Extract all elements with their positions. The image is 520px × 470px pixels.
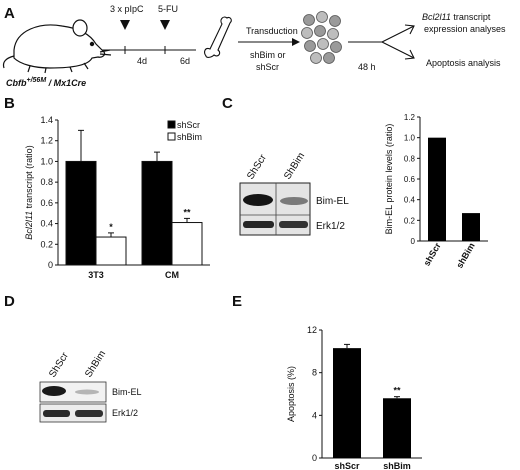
panel-letter-a: A <box>4 5 15 22</box>
chart-b-ytick-label: 0 <box>48 260 53 270</box>
interval-6d: 6d <box>180 56 190 66</box>
time-48h-label: 48 h <box>358 62 376 72</box>
chart-c-bar-shbim <box>462 213 480 241</box>
transduction-shscr-label: shScr <box>256 62 279 72</box>
chart-b-legend-shscr: shScr <box>177 120 200 130</box>
interval-4d: 4d <box>137 56 147 66</box>
blot-c-lane-1: ShScr <box>245 152 269 181</box>
chart-e-bar-shbim <box>383 398 411 458</box>
chart-e-category-label: shScr <box>334 461 360 470</box>
chart-c-category-label: shBim <box>454 241 476 270</box>
chart-e-ytick-label: 4 <box>312 410 317 420</box>
chart-b-bar-shbim-3t3 <box>95 236 127 266</box>
chart-c-ytick-label: 0.4 <box>404 196 416 205</box>
blot-d-label-erk: Erk1/2 <box>112 408 138 418</box>
output-apoptosis-label: Apoptosis analysis <box>426 58 501 68</box>
transduction-shbim-label: shBim or <box>250 50 286 60</box>
chart-b-ytick-label: 0.6 <box>40 198 53 208</box>
blot-c-band-erk-shscr <box>243 221 274 228</box>
chart-b-ytick-label: 0.8 <box>40 177 53 187</box>
chart-b-ytick-label: 0.2 <box>40 239 53 249</box>
transduction-label: Transduction <box>246 26 298 36</box>
chart-b-legend-swatch-shbim <box>167 132 176 141</box>
chart-b-legend-swatch-shscr <box>167 120 176 129</box>
step-pipc-label: 3 x pIpC <box>110 4 144 14</box>
chart-b-ytick-label: 1.0 <box>40 156 53 166</box>
chart-b-bar-shscr-cm <box>141 160 173 266</box>
chart-e-bar-shscr <box>333 348 361 458</box>
chart-c-ytick-label: 0.6 <box>404 175 416 184</box>
chart-c-ylabel: Bim-EL protein levels (ratio) <box>384 124 394 235</box>
branch-upper-head <box>404 24 415 35</box>
branch-upper <box>381 25 415 43</box>
transduction-arrowhead <box>292 38 300 46</box>
cells-cluster <box>301 11 342 64</box>
blot-d-lane-2: ShBim <box>83 349 108 380</box>
blot-c-band-bimel-shscr <box>243 194 273 206</box>
blot-d-band-erk-shbim <box>75 410 103 417</box>
chart-b-significance: ** <box>183 207 191 217</box>
chart-b-ytick-label: 1.2 <box>40 136 53 146</box>
blot-c-band-erk-shbim <box>279 221 308 228</box>
chart-b-legend-shbim: shBim <box>177 132 202 142</box>
panel-letter-e: E <box>232 293 242 310</box>
chart-b-bar-shscr-3t3 <box>65 160 97 266</box>
blot-c-lane-2: ShBim <box>282 151 307 182</box>
branch-lower-head <box>404 49 415 60</box>
chart-e-ytick-label: 12 <box>307 325 317 335</box>
panel-letter-c: C <box>222 95 233 112</box>
output-transcript-label: Bcl2l11 transcript <box>422 12 491 22</box>
blot-d-band-bimel-shbim <box>75 389 99 395</box>
chart-c-ytick-label: 1.0 <box>404 134 416 143</box>
branch-lower <box>381 41 415 59</box>
blot-d-band-erk-shscr <box>43 410 70 417</box>
chart-b-category-label: CM <box>165 270 179 280</box>
chart-b-ytick-label: 1.4 <box>40 115 53 125</box>
blot-d <box>39 381 107 423</box>
chart-b-bar-shbim-cm <box>171 222 203 266</box>
chart-c: 0 0.2 0.4 0.6 0.8 1.0 1.2 Bim-EL protein levels… <box>384 113 488 270</box>
chart-b-significance: * <box>109 222 113 232</box>
chart-e-ytick-label: 8 <box>312 368 317 378</box>
chart-e-ylabel: Apoptosis (%) <box>286 366 296 422</box>
mouse-label: Cbfb+/56M / Mx1Cre <box>6 77 86 88</box>
panel-letter-d: D <box>4 293 15 310</box>
chart-e-significance: ** <box>393 386 401 396</box>
pipc-arrowhead <box>120 20 130 30</box>
chart-c-bar-shscr <box>428 137 446 241</box>
chart-c-ytick-label: 0.2 <box>404 216 416 225</box>
chart-e: 0 4 8 12 Apoptosis (%) shScr ** shBim <box>286 325 422 470</box>
chart-c-category-label: shScr <box>422 241 443 268</box>
chart-e-ytick-label: 0 <box>312 453 317 463</box>
blot-c-label-erk: Erk1/2 <box>316 221 345 232</box>
blot-c <box>239 182 311 236</box>
blot-d-lane-1: ShScr <box>47 350 71 379</box>
blot-d-label-bimel: Bim-EL <box>112 387 142 397</box>
chart-b: 0 0.2 0.4 0.6 0.8 1.0 1.2 1.4 Bcl2l11 transcript… <box>24 115 210 280</box>
chart-c-ytick-label: 0.8 <box>404 154 416 163</box>
chart-b-ytick-label: 0.4 <box>40 219 53 229</box>
blot-c-label-bimel: Bim-EL <box>316 196 349 207</box>
blot-c-band-bimel-shbim <box>280 197 308 205</box>
output-expression-label: expression analyses <box>424 24 506 34</box>
bone-icon <box>204 16 232 58</box>
chart-b-ylabel: Bcl2l11 transcript (ratio) <box>24 145 34 239</box>
panel-letter-b: B <box>4 95 15 112</box>
chart-c-ytick-label: 0 <box>411 237 416 246</box>
step-5fu-label: 5-FU <box>158 4 178 14</box>
5fu-arrowhead <box>160 20 170 30</box>
chart-e-category-label: shBim <box>383 461 411 470</box>
chart-b-category-label: 3T3 <box>88 270 104 280</box>
blot-d-band-bimel-shscr <box>42 386 66 396</box>
mouse-illustration <box>2 19 112 74</box>
chart-c-ytick-label: 1.2 <box>404 113 416 122</box>
